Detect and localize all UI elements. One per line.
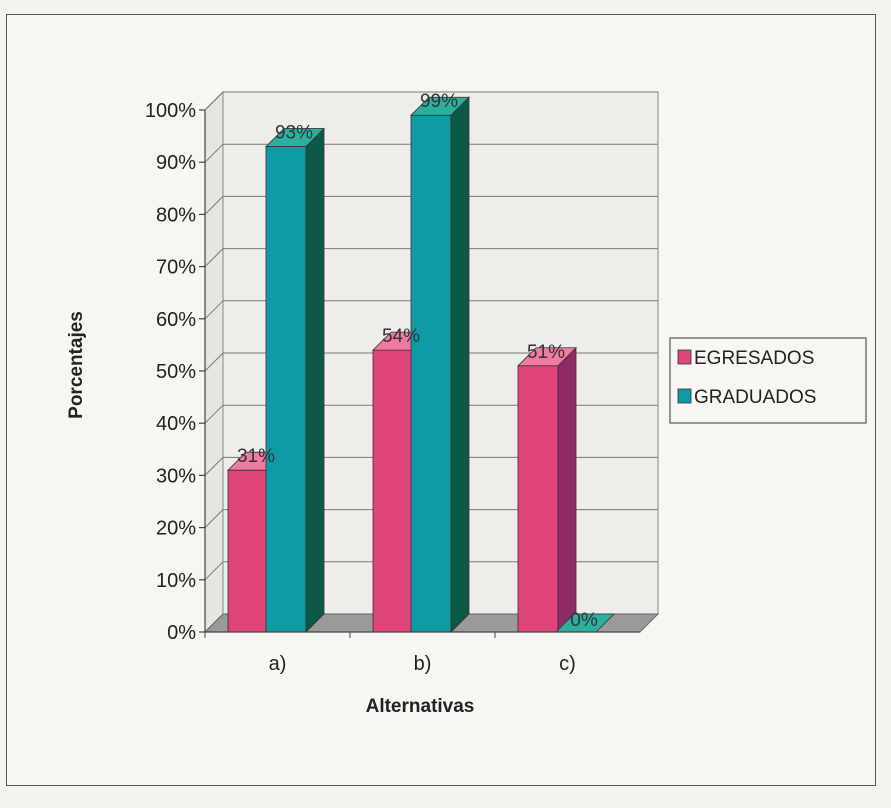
- data-labels: 31% 93% 54% 99% 51% 0%: [237, 91, 598, 631]
- bar-front: [372, 349, 414, 633]
- data-label-egresados-0: 31%: [237, 446, 275, 467]
- bar-front: [410, 114, 452, 633]
- x-axis-ticks: a) b) c): [204, 631, 640, 675]
- bar-front: [517, 365, 559, 633]
- legend-swatch-egresados: [677, 349, 692, 365]
- legend-label-graduados: GRADUADOS: [694, 387, 816, 408]
- bars: [227, 96, 615, 633]
- bar-front: [227, 469, 269, 633]
- bar-graduados-1: [410, 96, 470, 633]
- y-tick-label: 30%: [156, 465, 196, 487]
- x-tick-label-2: c): [559, 653, 576, 675]
- data-label-graduados-1: 99%: [420, 91, 458, 112]
- data-label-egresados-2: 51%: [527, 342, 565, 363]
- gridline-side: [204, 561, 224, 581]
- gridline-side: [204, 91, 224, 111]
- data-label-graduados-0: 93%: [275, 123, 313, 144]
- x-tick-label-1: b): [414, 653, 432, 675]
- data-label-egresados-1: 54%: [382, 326, 420, 347]
- y-tick-label: 100%: [145, 100, 196, 122]
- y-tick-label: 50%: [156, 361, 196, 383]
- y-tick-label: 60%: [156, 309, 196, 331]
- gridline-side: [204, 196, 224, 215]
- bar-top: [265, 128, 325, 147]
- y-tick-label: 20%: [156, 518, 196, 540]
- legend-box: [669, 337, 867, 424]
- bar-graduados-0: [265, 127, 325, 633]
- bar-side: [557, 346, 577, 633]
- y-axis-ticks: 0% 10% 20% 30% 40% 50% 60% 70% 80% 90% 100%: [145, 100, 206, 644]
- gridline-side: [204, 300, 224, 320]
- gridline-side: [204, 143, 224, 163]
- legend-label-egresados: EGRESADOS: [694, 348, 814, 369]
- gridline-side: [204, 509, 224, 528]
- gridline-side: [204, 457, 224, 476]
- legend-swatch-graduados: [677, 388, 692, 404]
- bar-side: [305, 127, 325, 633]
- legend: EGRESADOS GRADUADOS: [669, 337, 867, 424]
- data-label-graduados-2: 0%: [570, 610, 598, 631]
- x-tick-label-0: a): [269, 653, 287, 675]
- bar-top: [517, 347, 577, 367]
- y-axis-title: Porcentajes: [66, 311, 87, 419]
- gridline-side: [204, 352, 224, 372]
- gridline-side: [204, 404, 224, 424]
- y-tick-label: 70%: [156, 257, 196, 279]
- y-tick-label: 90%: [156, 152, 196, 174]
- y-tick-label: 40%: [156, 413, 196, 435]
- y-tick-label: 80%: [156, 204, 196, 226]
- x-axis-title: Alternativas: [366, 696, 475, 717]
- y-tick-label: 0%: [167, 622, 196, 644]
- y-tick-label: 10%: [156, 570, 196, 592]
- bar-front: [265, 146, 307, 633]
- bar-top: [410, 96, 470, 116]
- bar-side: [450, 96, 470, 633]
- gridline-side: [204, 248, 224, 267]
- bar-egresados-2: [517, 346, 577, 633]
